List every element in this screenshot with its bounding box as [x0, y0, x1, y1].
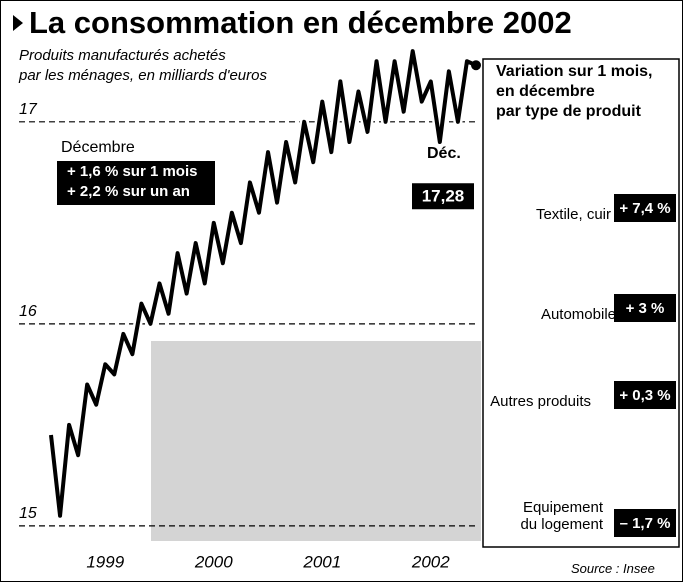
value-label: + 7,4 % [619, 200, 670, 217]
x-tick-label: 2000 [194, 552, 233, 571]
source: Source : Insee [571, 561, 655, 576]
subtitle: Produits manufacturés achetés [19, 47, 226, 64]
value-label: + 3 % [626, 300, 665, 317]
infographic: 15 16 17 1999 2000 2001 2002 17,28 + 7,4 % + 3 % +… [0, 0, 683, 582]
value-label: – 1,7 % [620, 515, 671, 532]
annotation: Décembre [61, 139, 135, 157]
background-shade [151, 341, 481, 541]
title: La consommation en décembre 2002 [29, 5, 572, 41]
subtitle: par les ménages, en milliards d'euros [19, 67, 267, 84]
value-label: + 0,3 % [619, 387, 670, 404]
x-tick-label: 1999 [86, 552, 124, 571]
annotation: + 1,6 % sur 1 mois [67, 163, 197, 180]
annotation: Déc. [427, 145, 461, 163]
y-tick-label: 15 [19, 505, 37, 522]
y-tick-label: 17 [19, 101, 38, 118]
panel-title: par type de produit [496, 103, 641, 121]
panel-title: en décembre [496, 83, 595, 101]
category-label: Equipement du logement [493, 499, 603, 533]
x-tick-label: 2002 [411, 552, 450, 571]
x-tick-label: 2001 [302, 552, 341, 571]
value-label: 17,28 [422, 187, 465, 206]
y-tick-label: 16 [19, 303, 37, 320]
category-label: Autres produits [481, 393, 591, 410]
last-point [471, 60, 481, 70]
annotation: + 2,2 % sur un an [67, 183, 190, 200]
category-label: Automobile [506, 306, 616, 323]
title-arrow [13, 15, 23, 31]
category-label: Textile, cuir [501, 206, 611, 223]
panel-title: Variation sur 1 mois, [496, 63, 653, 81]
